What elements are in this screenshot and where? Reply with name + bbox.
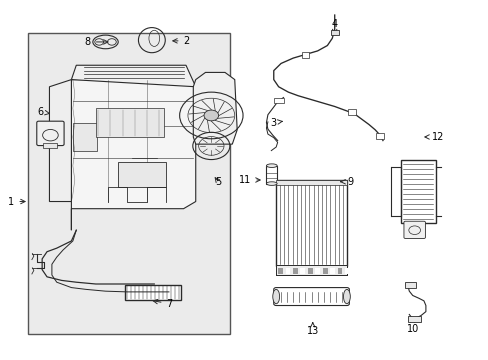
Bar bbox=[344, 267, 349, 274]
Bar bbox=[27, 33, 229, 334]
Bar bbox=[292, 267, 297, 274]
Text: 9: 9 bbox=[340, 177, 352, 187]
Bar bbox=[329, 267, 334, 274]
Bar bbox=[315, 267, 320, 274]
Polygon shape bbox=[193, 72, 237, 144]
Ellipse shape bbox=[343, 289, 349, 304]
Polygon shape bbox=[49, 80, 71, 202]
Text: 12: 12 bbox=[424, 132, 444, 142]
Ellipse shape bbox=[266, 164, 277, 167]
Ellipse shape bbox=[266, 182, 277, 185]
Bar bbox=[96, 108, 163, 137]
Text: 10: 10 bbox=[406, 318, 418, 334]
Text: 5: 5 bbox=[215, 177, 221, 187]
Bar bbox=[347, 109, 355, 115]
Bar bbox=[285, 267, 290, 274]
Text: 7: 7 bbox=[153, 299, 172, 309]
Bar bbox=[307, 267, 312, 274]
Bar bbox=[375, 133, 383, 139]
Bar bbox=[405, 282, 415, 288]
Text: 2: 2 bbox=[172, 36, 189, 46]
Bar bbox=[276, 180, 346, 266]
Text: 1: 1 bbox=[8, 197, 25, 207]
Bar bbox=[278, 267, 283, 274]
Text: 3: 3 bbox=[269, 118, 282, 128]
Circle shape bbox=[203, 110, 218, 121]
Bar bbox=[330, 31, 338, 35]
Bar bbox=[276, 265, 346, 275]
Ellipse shape bbox=[272, 289, 279, 304]
Bar bbox=[273, 98, 284, 103]
Bar bbox=[407, 316, 420, 321]
Bar bbox=[300, 267, 305, 274]
Polygon shape bbox=[71, 80, 195, 230]
Bar bbox=[337, 267, 342, 274]
Bar bbox=[125, 285, 181, 300]
FancyBboxPatch shape bbox=[403, 221, 425, 238]
Polygon shape bbox=[71, 65, 195, 87]
Bar bbox=[73, 123, 97, 151]
Bar bbox=[118, 162, 166, 187]
Text: 11: 11 bbox=[239, 175, 260, 185]
Bar bbox=[266, 166, 277, 184]
FancyBboxPatch shape bbox=[37, 121, 64, 145]
Text: 8: 8 bbox=[84, 37, 108, 47]
Bar bbox=[301, 52, 309, 58]
Text: 6: 6 bbox=[38, 107, 49, 117]
Bar bbox=[322, 267, 327, 274]
Bar bbox=[42, 143, 57, 148]
FancyBboxPatch shape bbox=[273, 288, 348, 306]
Bar bbox=[400, 160, 435, 223]
Bar bbox=[276, 180, 346, 185]
Text: 13: 13 bbox=[306, 323, 318, 336]
Text: 4: 4 bbox=[331, 19, 337, 35]
